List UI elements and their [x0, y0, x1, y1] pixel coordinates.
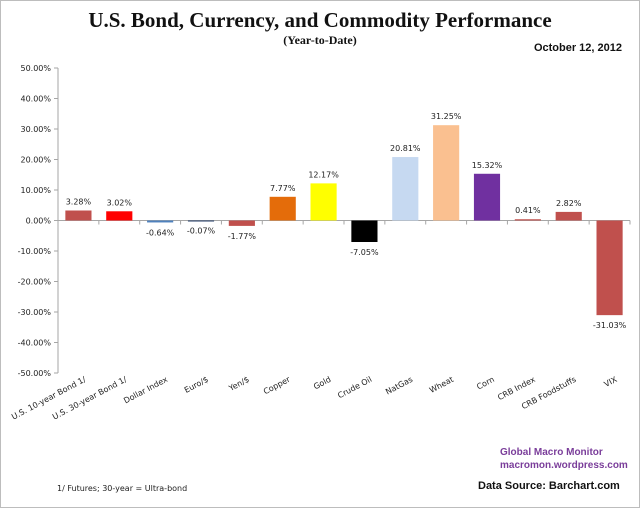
category-label: U.S. 30-year Bond 1/ — [51, 375, 129, 422]
data-label: 15.32% — [472, 161, 503, 170]
y-tick-label: -20.00% — [18, 278, 52, 287]
bar — [147, 220, 174, 223]
data-label: -1.77% — [228, 232, 257, 241]
data-label: -7.05% — [350, 248, 379, 257]
category-label: Crude Oil — [336, 375, 373, 400]
category-label: Euro/$ — [183, 375, 210, 395]
data-label: 20.81% — [390, 144, 421, 153]
category-label: Wheat — [428, 375, 455, 395]
chart-date: October 12, 2012 — [533, 42, 622, 54]
bar — [65, 210, 92, 221]
data-label: 0.41% — [515, 206, 541, 215]
bar — [187, 220, 215, 222]
x-axis — [57, 220, 631, 225]
y-tick-label: 40.00% — [20, 95, 51, 104]
category-label: VIX — [603, 375, 619, 389]
category-label: Corn — [475, 375, 496, 392]
y-tick-label: 30.00% — [20, 125, 51, 134]
category-label: Copper — [262, 374, 292, 396]
bar — [310, 183, 337, 221]
data-labels: 3.28% 3.02% -0.64% -0.07% -1.77% 7.77% 12.17% -… — [66, 112, 627, 330]
y-tick-label: 10.00% — [20, 186, 51, 195]
category-label: Yen/$ — [227, 375, 251, 394]
data-label: -0.64% — [146, 228, 175, 237]
data-label: 3.02% — [107, 198, 133, 207]
y-axis: 50.00% 40.00% 30.00% 20.00% 10.00% 0.00% -10.0… — [18, 64, 59, 378]
brand-name: Global Macro Monitor — [500, 447, 603, 458]
bars — [65, 125, 623, 316]
data-label: 2.82% — [556, 199, 582, 208]
footnote: 1/ Futures; 30-year = Ultra-bond — [57, 484, 188, 493]
brand-url[interactable]: macromon.wordpress.com — [500, 460, 628, 471]
category-label: Dollar Index — [122, 375, 169, 406]
y-tick-label: -40.00% — [18, 339, 52, 348]
bar — [596, 220, 623, 316]
y-tick-label: -10.00% — [18, 247, 52, 256]
data-label: 3.28% — [66, 197, 92, 206]
y-tick-label: 0.00% — [26, 217, 52, 226]
y-tick-label: -50.00% — [18, 369, 52, 378]
bar — [433, 125, 460, 221]
chart-title: U.S. Bond, Currency, and Commodity Perfo… — [88, 8, 552, 32]
data-label: -0.07% — [187, 227, 216, 236]
data-label: 7.77% — [270, 184, 296, 193]
category-label: Gold — [312, 375, 332, 392]
bar — [514, 219, 541, 221]
bar — [269, 196, 296, 221]
data-source: Data Source: Barchart.com — [478, 480, 620, 492]
data-label: 31.25% — [431, 112, 462, 121]
category-labels: U.S. 10-year Bond 1/U.S. 30-year Bond 1/… — [10, 374, 619, 421]
y-tick-label: -30.00% — [18, 308, 52, 317]
category-label: NatGas — [384, 375, 414, 397]
y-tick-label: 50.00% — [20, 64, 51, 73]
bar — [351, 220, 378, 243]
bar — [106, 211, 133, 221]
data-label: -31.03% — [593, 321, 627, 330]
y-tick-label: 20.00% — [20, 156, 51, 165]
bar — [555, 211, 582, 221]
bar — [473, 173, 501, 221]
bar — [392, 157, 419, 221]
category-label: U.S. 10-year Bond 1/ — [10, 375, 88, 422]
bar — [228, 220, 255, 226]
chart-subtitle: (Year-to-Date) — [283, 33, 357, 47]
data-label: 12.17% — [308, 170, 339, 179]
